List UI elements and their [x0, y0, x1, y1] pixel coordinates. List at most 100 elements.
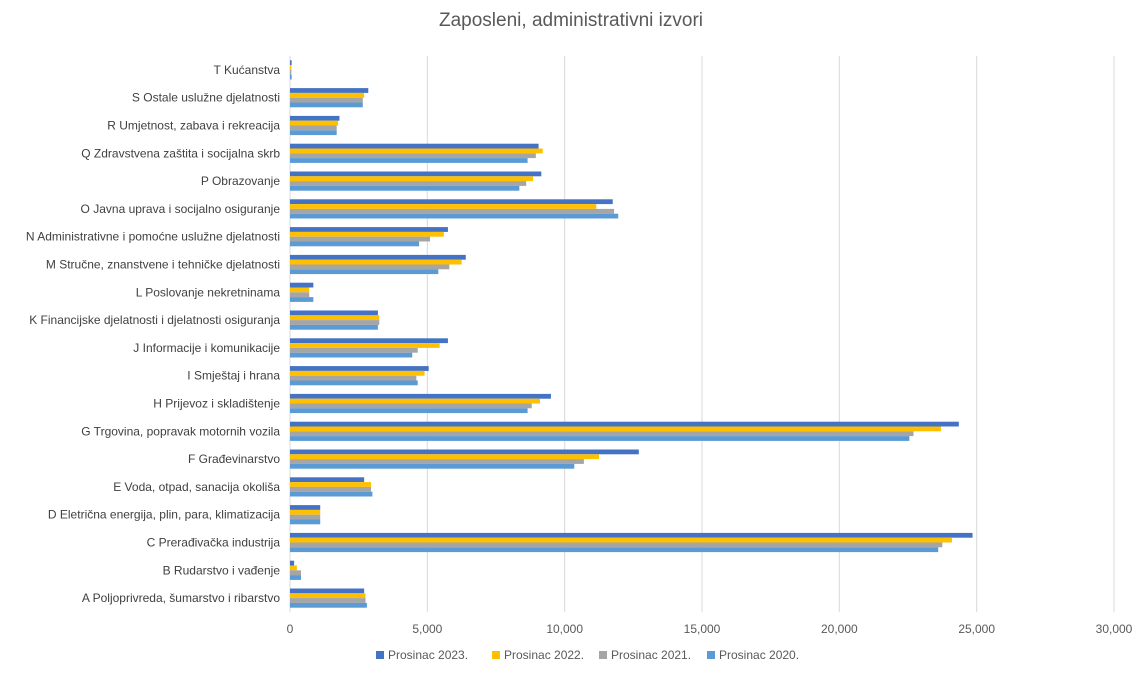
bar: [290, 343, 440, 348]
category-label: R Umjetnost, zabava i rekreacija: [107, 119, 280, 133]
bar: [290, 125, 337, 131]
bar: [290, 88, 369, 93]
bar: [290, 403, 532, 409]
bar: [290, 208, 615, 214]
category-label: D Eletrična energija, plin, para, klimat…: [48, 508, 280, 522]
bar: [290, 505, 321, 510]
bar: [290, 519, 321, 525]
bar: [290, 347, 418, 353]
category-label: S Ostale uslužne djelatnosti: [132, 91, 280, 105]
bar: [290, 477, 365, 483]
bar: [290, 370, 425, 376]
bar: [290, 408, 528, 414]
bar: [290, 254, 466, 260]
bar: [290, 315, 380, 321]
category-label: T Kućanstva: [214, 63, 281, 77]
bar: [290, 130, 337, 136]
bar: [290, 282, 314, 288]
bar: [290, 264, 450, 270]
bar: [290, 588, 365, 594]
bar: [290, 570, 301, 576]
legend-label: Prosinac 2021.: [611, 648, 691, 662]
bar: [290, 542, 943, 548]
bar: [290, 176, 534, 182]
x-tick-label: 15,000: [684, 622, 721, 636]
category-label: C Prerađivačka industrija: [147, 536, 281, 550]
bar: [290, 185, 520, 191]
bar: [290, 102, 363, 108]
category-label: F Građevinarstvo: [188, 452, 280, 466]
bar: [290, 292, 310, 298]
legend-label: Prosinac 2022.: [504, 648, 584, 662]
category-label: J Informacije i komunikacije: [133, 341, 280, 355]
bar: [290, 199, 613, 205]
bar: [290, 486, 372, 492]
bar: [290, 393, 551, 399]
bar: [290, 236, 431, 242]
legend-swatch: [707, 651, 715, 659]
x-tick-label: 30,000: [1096, 622, 1133, 636]
category-label: N Administrativne i pomoćne uslužne djel…: [26, 230, 280, 244]
bar: [290, 375, 417, 381]
category-label: P Obrazovanje: [201, 174, 280, 188]
bar: [290, 436, 910, 441]
bar: [290, 565, 297, 571]
category-label: I Smještaj i hrana: [187, 369, 280, 383]
bar: [290, 148, 543, 154]
bar: [290, 60, 292, 66]
bar: [290, 593, 366, 599]
bar: [290, 227, 448, 232]
legend-swatch: [492, 651, 500, 659]
bar: [290, 366, 429, 371]
bar: [290, 352, 413, 358]
bar: [290, 398, 540, 404]
x-tick-label: 10,000: [546, 622, 583, 636]
bar: [290, 431, 914, 437]
bar: [290, 602, 367, 608]
category-label: K Financijske djelatnosti i djelatnosti …: [29, 313, 280, 327]
category-label: O Javna uprava i socijalno osiguranje: [81, 202, 281, 216]
x-tick-label: 20,000: [821, 622, 858, 636]
bar: [290, 547, 939, 553]
bar: [290, 509, 321, 515]
legend-label: Prosinac 2023.: [388, 648, 468, 662]
bar: [290, 241, 420, 247]
bar: [290, 297, 314, 302]
bar: [290, 454, 599, 460]
bar: [290, 269, 439, 275]
legend-swatch: [599, 651, 607, 659]
bar: [290, 482, 372, 487]
bar: [290, 171, 542, 177]
bar: [290, 259, 462, 265]
bar: [290, 158, 528, 163]
bar: [290, 310, 378, 316]
x-tick-label: 0: [287, 622, 294, 636]
bar: [290, 459, 584, 464]
bar: [290, 426, 941, 432]
x-tick-label: 5,000: [412, 622, 442, 636]
bar: [290, 324, 378, 330]
bar: [290, 65, 292, 70]
bar: [290, 449, 639, 455]
bar: [290, 120, 339, 126]
bar: [290, 320, 380, 325]
category-label: G Trgovina, popravak motornih vozila: [81, 424, 280, 438]
bar: [290, 532, 973, 538]
legend-label: Prosinac 2020.: [719, 648, 799, 662]
legend-swatch: [376, 651, 384, 659]
bar: [290, 92, 365, 98]
bar: [290, 69, 292, 75]
bar: [290, 153, 536, 159]
category-label: Q Zdravstvena zaštita i socijalna skrb: [81, 146, 280, 160]
bar: [290, 537, 952, 543]
bar: [290, 115, 340, 121]
category-label: L Poslovanje nekretninama: [136, 285, 281, 299]
x-tick-label: 25,000: [958, 622, 995, 636]
bar: [290, 231, 444, 237]
bar: [290, 421, 959, 427]
bar: [290, 560, 295, 566]
category-label: E Voda, otpad, sanacija okoliša: [113, 480, 280, 494]
bar: [290, 143, 539, 149]
bar: [290, 204, 597, 209]
